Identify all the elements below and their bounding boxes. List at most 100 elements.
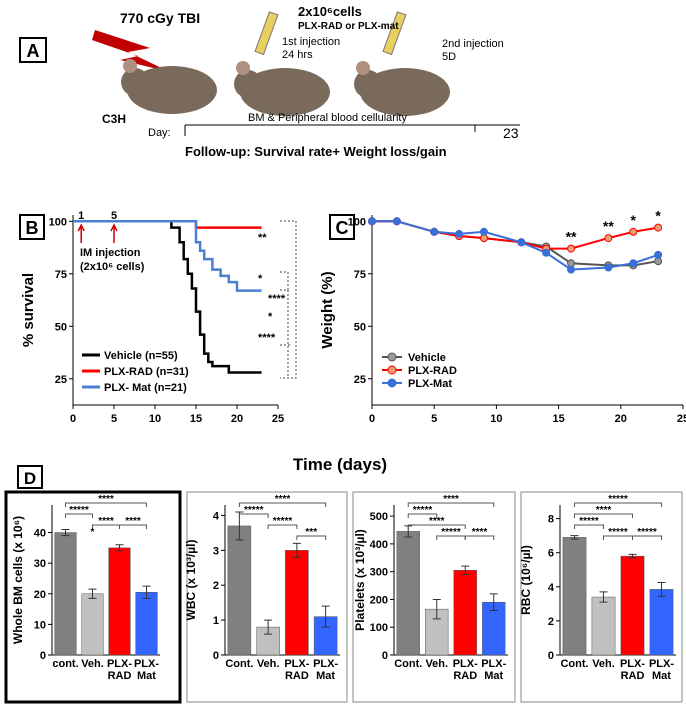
x-tick-label: PLX-Mat (313, 658, 338, 682)
x-tick-label: 25 (677, 413, 686, 425)
panel-label-box (329, 214, 355, 240)
significance: *** (305, 527, 317, 538)
error-bar (461, 565, 470, 575)
legend-marker (387, 352, 397, 362)
significance: ***** (637, 527, 657, 538)
error-bar (657, 582, 666, 597)
weight-marker (604, 234, 613, 243)
significance: ***** (69, 505, 89, 516)
end-day: 23 (503, 125, 519, 141)
significance: * (268, 311, 273, 323)
significance-bracket (238, 513, 269, 518)
y-tick-label: 0 (548, 650, 554, 662)
day-label: Day: (148, 127, 171, 139)
panel-label-box (19, 214, 45, 240)
y-tick-label: 75 (55, 269, 67, 281)
legend-label: Vehicle (408, 352, 446, 364)
y-tick-label: 75 (354, 269, 366, 281)
significance-bracket (65, 502, 147, 507)
error-bar (61, 528, 70, 537)
y-tick-label: 500 (370, 511, 388, 523)
legend-label: PLX-RAD (408, 365, 457, 377)
x-tick-label: Veh. (257, 658, 280, 670)
annotation: IM injection (80, 247, 141, 259)
bar (135, 591, 158, 656)
significance: ** (566, 229, 577, 245)
significance: **** (268, 293, 286, 305)
significance-bracket (119, 524, 147, 529)
y-tick-label: 3 (213, 545, 219, 557)
x-tick-label: PLX-RAD (107, 658, 132, 682)
y-tick-label: 400 (370, 539, 388, 551)
legend-marker (387, 365, 397, 375)
significance-bracket (574, 524, 604, 529)
significance-bracket (407, 502, 495, 507)
x-tick-label: PLX-RAD (453, 658, 478, 682)
x-tick-label: PLX-Mat (481, 658, 506, 682)
weight-marker (542, 248, 551, 257)
significance: **** (98, 494, 114, 505)
survival-curve (73, 220, 262, 292)
mouse-icons (121, 59, 450, 116)
bar (81, 593, 104, 656)
significance-bracket (574, 502, 662, 507)
significance-bracket (267, 524, 298, 529)
y-tick-label: 20 (34, 589, 46, 601)
y-tick-label: 25 (55, 374, 67, 386)
significance: **** (472, 527, 488, 538)
bar (396, 531, 420, 656)
error-bar (142, 585, 151, 599)
radiation-bolt (92, 30, 170, 72)
injection-arrow (77, 223, 85, 243)
y-tick-label: 8 (548, 514, 554, 526)
bar (453, 570, 477, 656)
panel-label: C (336, 218, 349, 238)
significance: * (631, 212, 637, 228)
x-tick-label: 0 (70, 413, 76, 425)
weight-marker (479, 227, 488, 236)
cells: 2x10⁶cells (298, 4, 362, 19)
significance: * (655, 208, 661, 224)
y-tick-label: 100 (348, 216, 366, 228)
y-tick-label: 30 (34, 558, 46, 570)
y-axis-label: WBC (x 10³/µl) (184, 540, 198, 621)
bar (620, 555, 645, 656)
significance-bracket (296, 535, 327, 540)
injection-arrow (110, 223, 118, 243)
x-tick-label: 0 (369, 413, 375, 425)
y-tick-label: 2 (213, 580, 219, 592)
survival-curve (73, 220, 262, 374)
y-axis-label: Weight (%) (319, 271, 336, 348)
error-bar (599, 591, 608, 603)
y-axis-label: Platelets (x 10³/µl) (353, 529, 367, 631)
weight-marker (517, 238, 526, 247)
readout: BM & Peripheral blood cellularity (248, 112, 407, 124)
strain: C3H (102, 112, 126, 126)
x-tick-label: 20 (231, 413, 243, 425)
significance: **** (125, 516, 141, 527)
error-bar (115, 544, 124, 552)
significance-bracket (632, 535, 662, 540)
y-tick-label: 4 (548, 582, 555, 594)
error-bar (628, 553, 637, 559)
panel-frame (352, 491, 516, 703)
significance: **** (258, 332, 276, 344)
significance-bracket (407, 513, 438, 518)
bar (285, 550, 309, 656)
y-tick-label: 25 (354, 374, 366, 386)
injection-day: 1 (78, 210, 84, 222)
y-tick-label: 200 (370, 594, 388, 606)
y-tick-label: 0 (213, 650, 219, 662)
significance: ***** (608, 494, 628, 505)
significance: ***** (273, 516, 293, 527)
x-tick-label: 15 (190, 413, 202, 425)
significance: ** (603, 218, 614, 234)
x-tick-label: 10 (490, 413, 502, 425)
panel-label-box (17, 465, 43, 489)
panel-frame (520, 491, 683, 703)
x-tick-label: 15 (552, 413, 564, 425)
x-tick-label: 5 (431, 413, 437, 425)
significance: ***** (244, 505, 264, 516)
significance-bracket (464, 535, 495, 540)
y-tick-label: 50 (354, 321, 366, 333)
